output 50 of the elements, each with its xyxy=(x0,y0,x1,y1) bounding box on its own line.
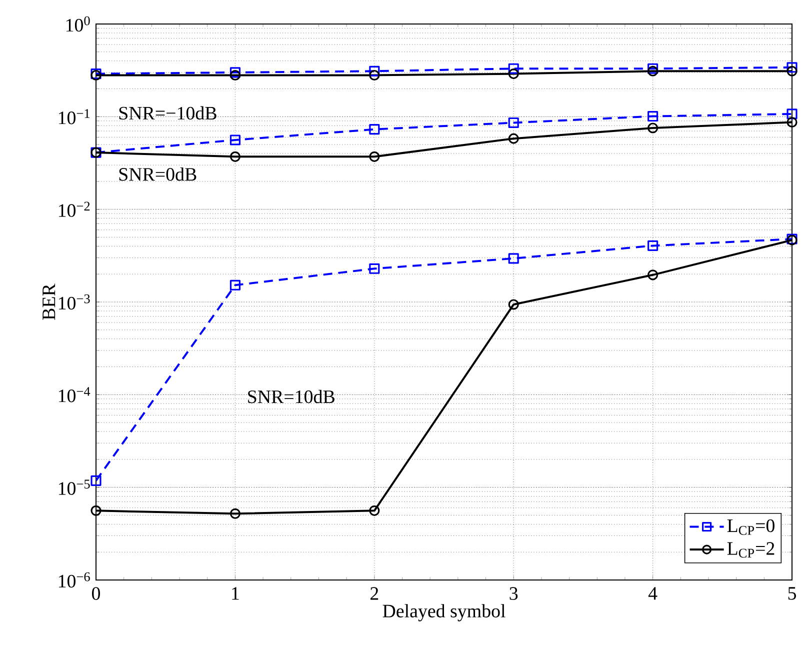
x-tick-label: 1 xyxy=(232,587,239,600)
x-tick-label: 4 xyxy=(648,587,658,600)
point xyxy=(369,151,380,162)
y-tick-label: 10$^{0}$ xyxy=(66,16,90,32)
y-tick-label: 10$^{−5}$ xyxy=(58,480,90,495)
point xyxy=(508,253,519,264)
y-tick-label: 10$^{−1}$ xyxy=(58,109,90,124)
point xyxy=(369,263,380,274)
point xyxy=(508,133,519,144)
point xyxy=(230,70,240,80)
legend-label: L$_{CP}$=2 xyxy=(727,542,774,558)
x-tick-label: 2 xyxy=(370,587,378,600)
point xyxy=(369,70,380,80)
y-axis-title: BER xyxy=(42,284,56,320)
point xyxy=(648,66,658,76)
y-tick-label: 10$^{−2}$ xyxy=(58,202,90,217)
point xyxy=(648,270,658,280)
point xyxy=(508,68,519,80)
point xyxy=(648,110,658,122)
point xyxy=(648,122,658,134)
point xyxy=(230,151,240,162)
point xyxy=(90,475,102,486)
point xyxy=(508,117,519,128)
point xyxy=(369,124,380,135)
point xyxy=(230,508,240,519)
point xyxy=(90,505,102,516)
y-tick-label: 10$^{−3}$ xyxy=(58,294,90,310)
x-tick-label: 0 xyxy=(92,587,100,600)
point xyxy=(648,240,658,251)
point xyxy=(786,66,798,76)
annotation: SNR=−10dB xyxy=(119,106,216,120)
point xyxy=(369,66,380,76)
point xyxy=(230,67,240,78)
x-axis-title: Delayed symbol xyxy=(382,604,506,622)
legend-label: L$_{CP}$=0 xyxy=(727,519,774,535)
point xyxy=(508,299,519,310)
point xyxy=(369,505,380,516)
point xyxy=(508,63,519,74)
y-tick-label: 10$^{−6}$ xyxy=(58,572,90,588)
point xyxy=(786,62,798,73)
point xyxy=(786,116,798,128)
point xyxy=(786,108,798,120)
annotation: SNR=10dB xyxy=(248,390,334,404)
point xyxy=(230,134,240,146)
point xyxy=(230,280,240,290)
x-tick-label: 5 xyxy=(788,587,796,600)
x-tick-label: 3 xyxy=(510,587,518,600)
y-tick-label: 10$^{−4}$ xyxy=(58,387,90,402)
annotation: SNR=0dB xyxy=(119,167,196,181)
point xyxy=(648,63,658,74)
